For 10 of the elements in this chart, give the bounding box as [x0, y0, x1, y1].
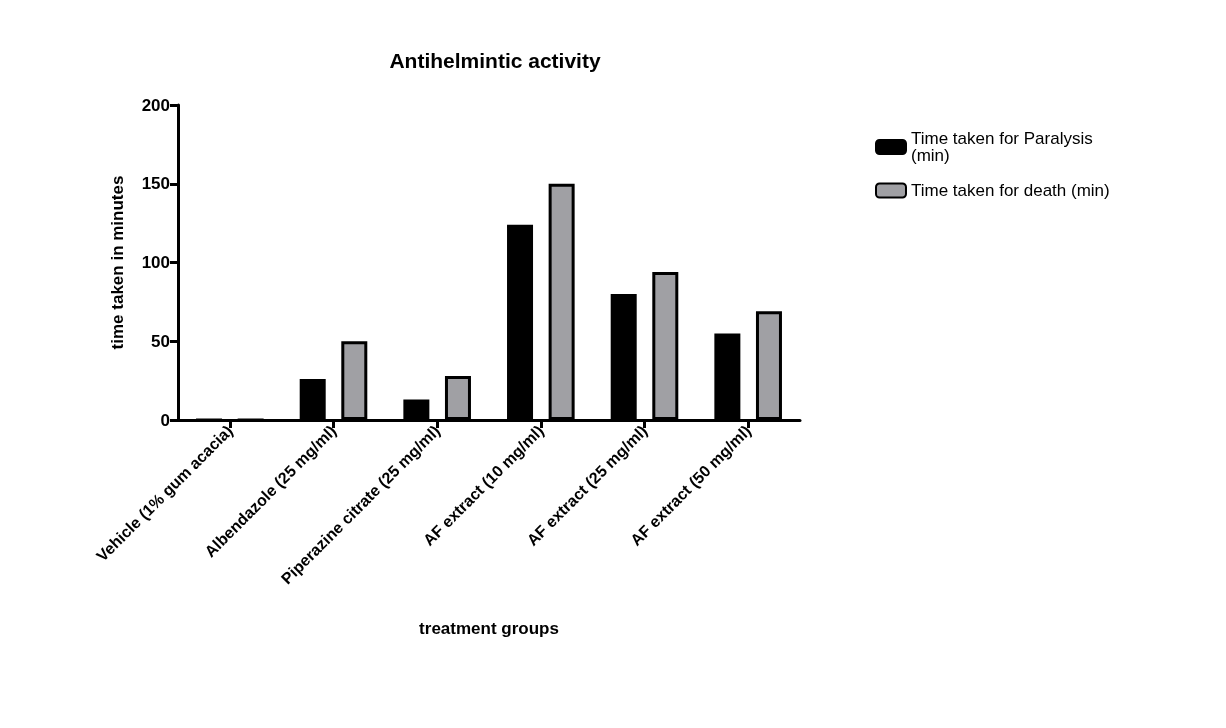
- legend-label: Time taken for death (min): [911, 181, 1110, 200]
- y-tick-label: 200: [141, 95, 170, 115]
- y-axis-title: time taken in minutes: [108, 175, 127, 350]
- chart-title: Antihelmintic activity: [389, 49, 601, 72]
- y-tick-label: 150: [141, 174, 170, 194]
- y-tick-label: 100: [141, 253, 170, 272]
- x-axis-title: treatment groups: [419, 619, 559, 638]
- y-tick-label: 0: [160, 410, 170, 430]
- y-tick-label: 50: [151, 331, 170, 351]
- legend-label: Time taken for Paralysis (min): [911, 129, 1098, 165]
